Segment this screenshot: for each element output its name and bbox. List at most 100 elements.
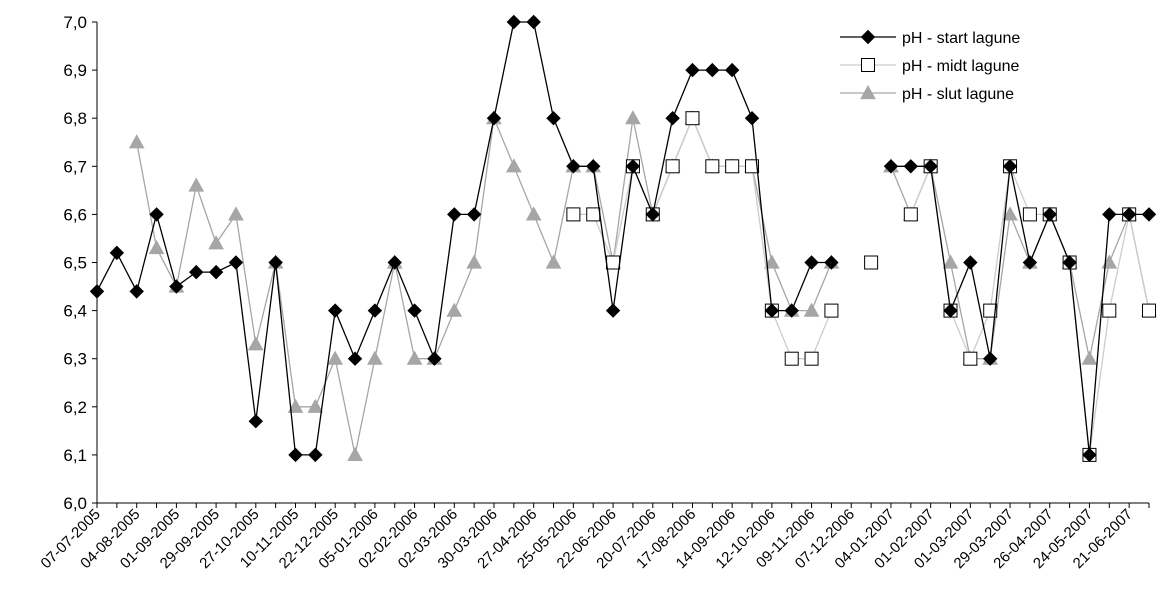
series-line: [573, 116, 1150, 455]
data-point: [724, 62, 740, 78]
data-point: [705, 62, 720, 78]
legend: pH - start lagune pH - midt lagune pH - sl…: [840, 29, 1020, 103]
data-point: [427, 351, 442, 366]
data-point: [1002, 159, 1018, 174]
data-point: [466, 254, 482, 269]
data-point: [1121, 207, 1137, 222]
data-point: [625, 110, 641, 125]
legend-marker: [861, 58, 875, 72]
data-point: [903, 159, 919, 174]
data-point: [824, 303, 839, 318]
data-point: [784, 303, 799, 318]
data-point: [586, 207, 601, 222]
series-layer: [89, 14, 1157, 463]
y-tick-label: 6,3: [63, 350, 87, 369]
data-point: [327, 350, 344, 365]
y-tick-label: 6,1: [63, 446, 87, 465]
data-point: [128, 134, 145, 149]
data-point: [228, 206, 244, 221]
data-point: [804, 351, 819, 366]
data-point: [963, 351, 978, 366]
data-point: [665, 110, 680, 126]
y-tick-label: 6,2: [63, 398, 87, 417]
data-point: [525, 206, 542, 221]
data-point: [526, 14, 541, 30]
data-point: [148, 240, 165, 255]
data-point: [546, 110, 561, 126]
data-point: [506, 14, 522, 30]
data-point: [1042, 207, 1057, 222]
data-point: [983, 351, 998, 366]
data-point: [685, 111, 700, 126]
data-point: [864, 255, 879, 270]
data-point: [248, 414, 263, 429]
data-point: [347, 446, 363, 461]
data-point: [784, 351, 799, 366]
data-point: [566, 159, 581, 174]
data-point: [883, 159, 899, 174]
data-point: [943, 303, 958, 318]
data-point: [189, 264, 204, 280]
data-point: [228, 255, 244, 270]
data-point: [1081, 350, 1098, 365]
data-point: [705, 159, 720, 174]
data-point: [169, 279, 184, 294]
data-point: [129, 284, 144, 299]
data-point: [804, 255, 819, 270]
data-point: [208, 264, 224, 280]
series-triangle: [128, 110, 1157, 461]
data-point: [764, 254, 780, 269]
legend-marker: [860, 84, 876, 100]
data-point: [903, 207, 918, 222]
data-point: [268, 255, 283, 270]
data-point: [109, 245, 125, 261]
series-square: [566, 111, 1156, 462]
data-point: [347, 351, 363, 366]
data-point: [942, 254, 959, 269]
data-point: [764, 303, 780, 318]
data-point: [387, 255, 402, 270]
data-point: [1002, 206, 1018, 221]
data-point: [963, 255, 978, 270]
legend-item: pH - slut lagune: [840, 84, 1014, 103]
y-tick-label: 6,4: [63, 302, 87, 321]
data-point: [645, 207, 660, 222]
data-point: [307, 398, 324, 413]
data-point: [486, 110, 502, 126]
data-point: [923, 159, 938, 174]
data-point: [625, 159, 641, 174]
data-point: [446, 302, 463, 317]
y-tick-label: 6,5: [63, 254, 87, 273]
data-point: [367, 350, 383, 365]
data-point: [983, 303, 998, 318]
data-point: [1142, 303, 1156, 318]
legend-label: pH - midt lagune: [902, 58, 1019, 75]
data-point: [447, 207, 462, 222]
data-point: [505, 158, 522, 173]
data-point: [208, 235, 224, 250]
data-point: [89, 284, 105, 299]
data-point: [367, 303, 383, 318]
data-point: [1102, 303, 1117, 318]
data-point: [725, 159, 740, 174]
data-point: [665, 159, 680, 174]
data-point: [406, 350, 423, 365]
data-point: [1022, 255, 1038, 270]
data-point: [288, 447, 303, 463]
legend-item: pH - start lagune: [840, 29, 1020, 47]
data-point: [685, 62, 700, 78]
data-point: [466, 207, 482, 222]
data-point: [605, 303, 621, 318]
data-point: [545, 254, 562, 269]
data-point: [566, 207, 581, 222]
data-point: [803, 302, 820, 317]
legend-label: pH - slut lagune: [902, 86, 1014, 103]
data-point: [744, 110, 760, 126]
data-point: [586, 159, 601, 174]
y-tick-label: 6,7: [63, 157, 87, 176]
data-point: [149, 207, 164, 222]
y-tick-label: 6,9: [63, 61, 87, 80]
y-tick-label: 6,6: [63, 205, 87, 224]
data-point: [606, 255, 621, 270]
